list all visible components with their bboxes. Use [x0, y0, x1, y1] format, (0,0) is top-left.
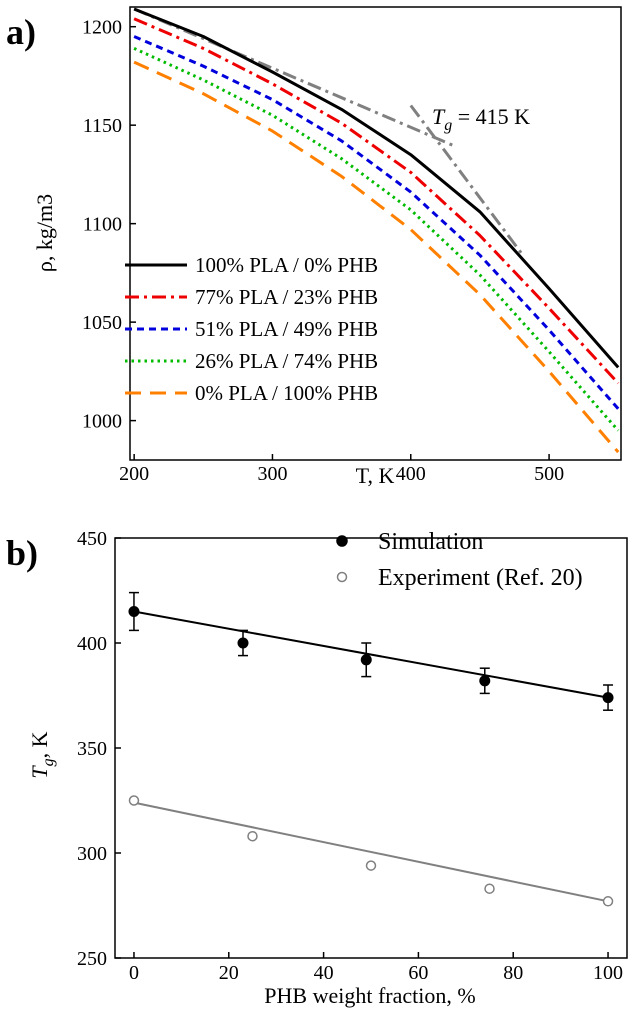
chart-a-x-tick-label: 200	[119, 463, 149, 485]
chart-a-x-tick-label: 300	[257, 463, 287, 485]
chart-b-y-axis-title-group: Tg, K	[27, 731, 57, 778]
chart-a-series-line-1	[133, 7, 620, 369]
chart-b-point-1	[128, 606, 140, 617]
chart-a: a) 200 300 400 500 1000 1050 1100 1150 1200 T, …	[6, 6, 622, 488]
chart-b-point-2	[128, 795, 140, 806]
chart-a-y-tick-label: 1050	[82, 312, 122, 334]
chart-b-legend-label-2: Experiment (Ref. 20)	[378, 565, 583, 591]
chart-b-plot	[128, 591, 614, 907]
chart-b-point-1	[602, 692, 614, 704]
chart-a-legend-label-3: 51% PLA / 49% PHB	[195, 317, 378, 341]
chart-a-y-tick-label: 1150	[83, 115, 122, 137]
chart-b-legend: Simulation Experiment (Ref. 20)	[336, 529, 583, 591]
chart-a-x-tick-label: 400	[396, 463, 426, 485]
chart-a-series-line-3	[133, 35, 620, 410]
chart-b-fit-line-2	[133, 801, 609, 903]
chart-a-x-axis: 200 300 400 500	[119, 454, 564, 485]
chart-b-y-axis-title: Tg, K	[27, 731, 57, 778]
chart-b-y-tick-label: 400	[77, 633, 107, 655]
chart-b-y-tick-label: 250	[77, 948, 107, 970]
chart-b-x-axis: 0 20 40 60 80 100	[129, 952, 623, 984]
chart-b: b) 0 20 40 60 80 100 250 300 350 400 450 PHB weig…	[6, 528, 628, 1008]
chart-a-y-axis: 1000 1050 1100 1150 1200	[82, 17, 136, 433]
chart-a-plot	[133, 7, 620, 454]
chart-a-legend-label-4: 26% PLA / 74% PHB	[195, 349, 378, 373]
chart-b-frame	[114, 537, 628, 959]
chart-b-legend-marker-2	[336, 571, 348, 583]
chart-b-x-tick-label: 40	[314, 962, 334, 984]
chart-b-point-1	[237, 637, 249, 649]
chart-a-y-axis-title-group: ρ, kg/m3	[32, 194, 57, 272]
chart-a-y-tick-label: 1100	[83, 214, 122, 236]
chart-b-x-tick-label: 80	[503, 962, 523, 984]
chart-b-point-2	[247, 830, 258, 842]
chart-b-x-tick-label: 20	[219, 962, 239, 984]
chart-a-series-line-2	[133, 17, 620, 385]
chart-a-y-axis-title: ρ, kg/m3	[32, 194, 57, 272]
chart-b-x-tick-label: 0	[129, 962, 139, 984]
chart-a-y-tick-label: 1000	[82, 411, 122, 433]
panel-a-label: a)	[6, 12, 36, 52]
panel-b-label: b)	[6, 533, 38, 573]
chart-a-series-line-5	[133, 60, 620, 454]
chart-a-legend-label-5: 0% PLA / 100% PHB	[195, 381, 378, 405]
chart-a-legend-label-2: 77% PLA / 23% PHB	[195, 285, 378, 309]
chart-b-legend-label-1: Simulation	[378, 529, 483, 555]
chart-b-y-tick-label: 300	[77, 843, 107, 865]
chart-a-frame	[129, 6, 622, 461]
chart-b-y-tick-label: 350	[77, 738, 107, 760]
chart-b-y-axis: 250 300 350 400 450	[77, 528, 121, 970]
chart-a-x-axis-title: T, K	[356, 463, 395, 488]
chart-a-y-tick-label: 1200	[82, 17, 122, 39]
chart-a-x-tick-label: 500	[534, 463, 564, 485]
chart-b-point-1	[479, 675, 491, 687]
chart-b-legend-marker-1	[336, 535, 348, 547]
chart-b-x-tick-label: 60	[408, 962, 428, 984]
chart-b-point-1	[360, 654, 372, 666]
chart-b-point-2	[602, 896, 614, 907]
chart-b-y-tick-label: 450	[77, 528, 107, 550]
chart-b-x-axis-title: PHB weight fraction, %	[264, 983, 475, 1008]
chart-b-x-tick-label: 100	[593, 962, 623, 984]
chart-a-series-line-4	[133, 47, 620, 432]
chart-a-legend-label-1: 100% PLA / 0% PHB	[195, 253, 378, 277]
tg-fit-line-2	[409, 104, 523, 255]
chart-b-fit-line-1	[133, 610, 609, 699]
chart-b-point-2	[365, 860, 377, 871]
chart-a-legend: 100% PLA / 0% PHB 77% PLA / 23% PHB 51% PL…	[125, 253, 378, 405]
chart-b-point-2	[484, 883, 495, 894]
chart-a-tg-annotation: Tg = 415 K	[432, 104, 530, 134]
